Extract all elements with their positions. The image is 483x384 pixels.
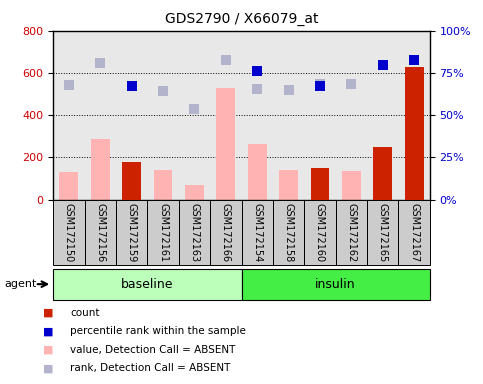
Text: insulin: insulin — [315, 278, 356, 291]
Text: GSM172150: GSM172150 — [64, 203, 74, 262]
Text: GSM172158: GSM172158 — [284, 203, 294, 262]
Point — [379, 61, 387, 68]
Bar — [53, 269, 242, 300]
Point — [191, 106, 199, 112]
Point — [348, 81, 355, 87]
Bar — [154, 170, 172, 200]
Text: GSM172165: GSM172165 — [378, 203, 388, 262]
Point — [253, 68, 261, 74]
Text: GSM172154: GSM172154 — [252, 203, 262, 262]
Text: GSM172161: GSM172161 — [158, 203, 168, 262]
Point — [159, 88, 167, 94]
Text: GSM172159: GSM172159 — [127, 203, 137, 262]
Text: GSM172162: GSM172162 — [346, 203, 356, 262]
Point — [316, 81, 324, 87]
Text: agent: agent — [5, 279, 37, 289]
Text: GSM172160: GSM172160 — [315, 203, 325, 262]
Point — [65, 81, 73, 88]
Bar — [248, 144, 267, 200]
Text: ■: ■ — [43, 345, 54, 355]
Text: value, Detection Call = ABSENT: value, Detection Call = ABSENT — [70, 345, 235, 355]
Bar — [342, 171, 361, 200]
Bar — [273, 200, 304, 265]
Text: count: count — [70, 308, 99, 318]
Text: ■: ■ — [43, 326, 54, 336]
Text: ■: ■ — [43, 363, 54, 373]
Point — [97, 60, 104, 66]
Text: rank, Detection Call = ABSENT: rank, Detection Call = ABSENT — [70, 363, 230, 373]
Bar — [185, 185, 204, 200]
Point — [285, 87, 293, 93]
Bar — [373, 147, 392, 200]
Bar — [304, 200, 336, 265]
Text: percentile rank within the sample: percentile rank within the sample — [70, 326, 246, 336]
Bar — [210, 200, 242, 265]
Point — [253, 86, 261, 92]
Bar — [147, 200, 179, 265]
Bar — [91, 139, 110, 200]
Bar — [59, 172, 78, 200]
Bar — [242, 269, 430, 300]
Point — [411, 57, 418, 63]
Bar — [122, 162, 141, 200]
Point — [128, 83, 135, 89]
Bar — [336, 200, 367, 265]
Bar — [85, 200, 116, 265]
Bar — [311, 168, 329, 200]
Text: GSM172156: GSM172156 — [95, 203, 105, 262]
Text: GSM172166: GSM172166 — [221, 203, 231, 262]
Bar — [398, 200, 430, 265]
Text: baseline: baseline — [121, 278, 173, 291]
Bar — [216, 88, 235, 200]
Point — [316, 83, 324, 89]
Bar — [179, 200, 210, 265]
Point — [222, 57, 230, 63]
Text: GDS2790 / X66079_at: GDS2790 / X66079_at — [165, 12, 318, 25]
Bar — [367, 200, 398, 265]
Bar — [405, 67, 424, 200]
Text: GSM172167: GSM172167 — [409, 203, 419, 262]
Text: GSM172163: GSM172163 — [189, 203, 199, 262]
Bar — [242, 200, 273, 265]
Bar — [116, 200, 147, 265]
Text: ■: ■ — [43, 308, 54, 318]
Bar — [279, 170, 298, 200]
Bar — [53, 200, 85, 265]
